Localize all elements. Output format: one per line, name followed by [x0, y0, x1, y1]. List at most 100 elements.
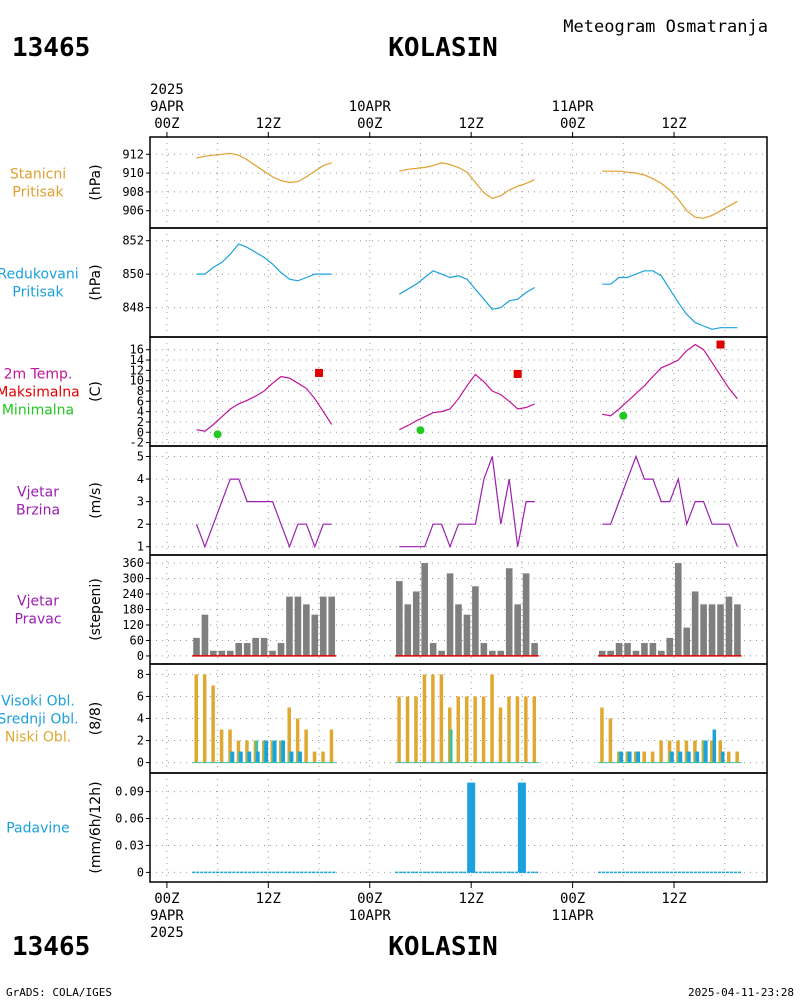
wind-dir-bar	[531, 643, 538, 656]
wind-dir-bar	[666, 637, 674, 656]
station-id-top: 13465	[12, 33, 90, 63]
y-tick-label: 6	[137, 394, 144, 408]
wind-dir-bar	[455, 604, 462, 656]
wind-dir-bar	[598, 650, 606, 656]
wind-dir-bar	[286, 596, 293, 656]
wind-dir-bar	[252, 637, 259, 656]
cloud-low-bar	[321, 751, 325, 763]
cloud-low-bar	[481, 696, 486, 763]
series-line-0	[196, 243, 332, 282]
wind-dir-bar	[260, 637, 268, 656]
tmax-marker	[716, 340, 725, 349]
cloud-high-bar	[230, 751, 235, 763]
y-tick-label: 848	[122, 301, 144, 315]
panel-label: Pritisak	[12, 185, 64, 201]
cloud-low-bar	[490, 674, 494, 763]
panel-frame	[149, 136, 768, 229]
wind-dir-bar	[303, 604, 310, 656]
wind-dir-bar	[429, 643, 437, 656]
cloud-low-bar	[228, 729, 232, 763]
y-tick-label: 2	[137, 415, 144, 429]
wind-dir-bar	[641, 643, 648, 656]
y-tick-label: 0.03	[115, 838, 144, 852]
panel-5: 0 2 4 6 8 (8/8) Visoki Obl. Srednji Obl. Niski O…	[0, 663, 768, 774]
series-line-2	[602, 454, 738, 547]
x-tick-label-top: 00Z	[560, 116, 585, 132]
cloud-low-bar	[211, 685, 215, 763]
x-tick-label-bottom: 00Z	[154, 891, 179, 907]
y-tick-label: 0.06	[115, 812, 144, 826]
wind-dir-bar	[691, 591, 699, 656]
wind-dir-bar	[421, 563, 428, 656]
wind-dir-bar	[615, 643, 623, 656]
cloud-high-bar	[712, 729, 717, 763]
wind-dir-bar	[489, 650, 496, 656]
cloud-high-bar	[721, 751, 725, 763]
y-axis-unit: (hPa)	[88, 264, 104, 300]
y-tick-label: 6	[137, 689, 144, 703]
cloud-high-bar	[247, 751, 252, 763]
panel-label: Pravac	[14, 612, 61, 628]
panel-frame	[149, 772, 768, 883]
cloud-mid-bar	[449, 729, 453, 763]
wind-dir-bar	[658, 650, 665, 656]
cloud-low-bar	[726, 751, 731, 763]
y-tick-label: 4	[137, 712, 144, 726]
wind-dir-bar	[210, 650, 217, 656]
cloud-high-bar	[289, 751, 294, 763]
wind-dir-bar	[193, 637, 200, 656]
wind-dir-bar	[734, 604, 741, 656]
cloud-low-bar	[650, 751, 655, 763]
x-tick-label-bottom: 12Z	[256, 891, 281, 907]
y-tick-label: 10	[130, 374, 144, 388]
wind-dir-bar	[311, 614, 319, 656]
y-axis-unit: (m/s)	[88, 482, 104, 519]
y-tick-label: 850	[122, 267, 144, 281]
panel-label: Pritisak	[12, 285, 64, 301]
cloud-low-bar	[515, 696, 520, 763]
series-line-0	[196, 375, 333, 432]
wind-dir-bar	[674, 563, 682, 656]
y-tick-label: 14	[130, 353, 144, 367]
tmin-marker	[416, 426, 425, 435]
x-year-label-top: 2025	[150, 82, 184, 98]
cloud-low-bar	[295, 718, 300, 763]
credit-text: GrADS: COLA/IGES	[6, 986, 112, 999]
cloud-high-bar	[264, 740, 269, 763]
cloud-low-bar	[312, 751, 317, 763]
y-tick-label: 5	[137, 450, 144, 464]
cloud-low-bar	[600, 707, 604, 763]
series-line-1	[398, 270, 535, 310]
y-tick-label: 2	[137, 517, 144, 531]
cloud-low-bar	[642, 751, 646, 763]
panel-label: Vjetar	[17, 594, 59, 610]
series-line-2	[602, 343, 738, 417]
y-tick-label: 0	[137, 756, 144, 770]
y-tick-label: 16	[130, 343, 144, 357]
x-tick-label-bottom: 00Z	[357, 891, 382, 907]
cloud-high-bar	[298, 751, 302, 763]
wind-dir-bar	[201, 614, 209, 656]
wind-dir-bar	[226, 650, 234, 656]
y-tick-label: 120	[122, 618, 144, 632]
panel-0: 906 908 910 912 (hPa) Stanicni Pritisak	[10, 136, 768, 229]
wind-dir-bar	[243, 643, 251, 656]
cloud-low-bar	[718, 740, 723, 763]
wind-dir-bar	[463, 614, 471, 656]
timestamp-text: 2025-04-11-23:28	[688, 986, 794, 999]
wind-dir-bar	[717, 604, 724, 656]
x-date-label-bottom: 9APR	[150, 908, 184, 924]
y-axis-unit: (8/8)	[88, 702, 104, 735]
y-tick-label: 0	[137, 865, 144, 879]
precip-bar	[467, 782, 476, 873]
station-name-bottom: KOLASIN	[388, 932, 498, 962]
x-tick-label-bottom: 00Z	[560, 891, 585, 907]
y-tick-label: 12	[130, 363, 144, 377]
y-tick-label: 1	[137, 540, 144, 554]
cloud-high-bar	[704, 740, 708, 763]
wind-dir-bar	[294, 596, 302, 656]
cloud-high-bar	[281, 740, 286, 763]
x-year-label-bottom: 2025	[150, 925, 184, 941]
